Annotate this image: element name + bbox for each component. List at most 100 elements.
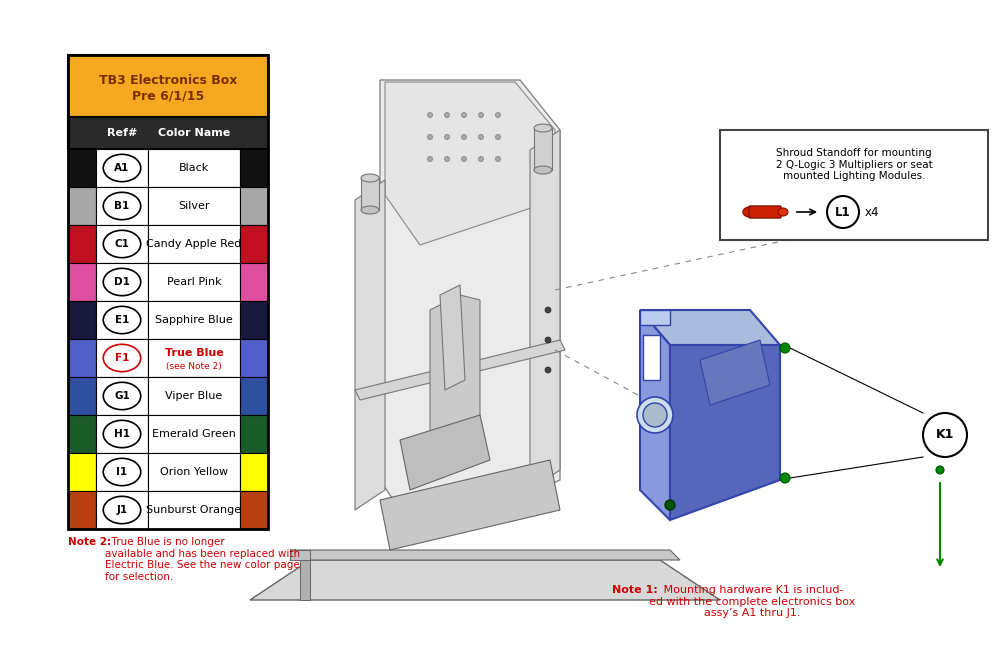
Text: Emerald Green: Emerald Green: [152, 429, 236, 439]
Text: Black: Black: [179, 163, 209, 173]
Ellipse shape: [778, 208, 788, 216]
Circle shape: [923, 413, 967, 457]
Text: Viper Blue: Viper Blue: [165, 391, 223, 401]
FancyBboxPatch shape: [68, 339, 96, 377]
Circle shape: [462, 135, 466, 139]
Text: Note 2:: Note 2:: [68, 537, 111, 547]
Ellipse shape: [103, 382, 141, 410]
FancyBboxPatch shape: [148, 339, 240, 377]
Circle shape: [444, 157, 450, 161]
Ellipse shape: [103, 192, 141, 219]
Ellipse shape: [361, 174, 379, 182]
Text: J1: J1: [116, 505, 128, 515]
Ellipse shape: [534, 124, 552, 132]
FancyBboxPatch shape: [96, 301, 148, 339]
Text: TB3 Electronics Box: TB3 Electronics Box: [99, 73, 237, 87]
FancyBboxPatch shape: [68, 301, 96, 339]
FancyBboxPatch shape: [240, 491, 268, 529]
Polygon shape: [430, 295, 480, 445]
Circle shape: [462, 113, 466, 117]
Polygon shape: [530, 130, 560, 490]
Circle shape: [780, 473, 790, 483]
Circle shape: [428, 135, 432, 139]
Text: Ref#: Ref#: [107, 128, 137, 138]
FancyBboxPatch shape: [240, 149, 268, 187]
FancyBboxPatch shape: [96, 263, 148, 301]
Circle shape: [637, 397, 673, 433]
FancyBboxPatch shape: [720, 130, 988, 240]
FancyBboxPatch shape: [240, 187, 268, 225]
FancyBboxPatch shape: [240, 301, 268, 339]
Polygon shape: [385, 82, 555, 245]
FancyBboxPatch shape: [240, 339, 268, 377]
Ellipse shape: [103, 230, 141, 257]
FancyBboxPatch shape: [240, 377, 268, 415]
Text: Orion Yellow: Orion Yellow: [160, 467, 228, 477]
Circle shape: [643, 403, 667, 427]
Text: I1: I1: [116, 467, 128, 477]
Circle shape: [545, 337, 551, 343]
Circle shape: [780, 343, 790, 353]
Text: Candy Apple Red: Candy Apple Red: [146, 239, 242, 249]
Text: Pearl Pink: Pearl Pink: [167, 277, 221, 287]
Polygon shape: [290, 550, 680, 560]
Polygon shape: [290, 550, 310, 560]
Text: Shroud Standoff for mounting
2 Q-Logic 3 Multipliers or seat
mounted Lighting Mo: Shroud Standoff for mounting 2 Q-Logic 3…: [776, 148, 932, 181]
FancyBboxPatch shape: [68, 187, 96, 225]
Circle shape: [428, 157, 432, 161]
Ellipse shape: [361, 206, 379, 214]
Circle shape: [545, 367, 551, 373]
FancyBboxPatch shape: [68, 117, 268, 149]
Circle shape: [936, 466, 944, 474]
Ellipse shape: [534, 166, 552, 174]
FancyBboxPatch shape: [96, 149, 148, 187]
Circle shape: [444, 135, 450, 139]
FancyBboxPatch shape: [148, 225, 240, 263]
Polygon shape: [250, 560, 720, 600]
Polygon shape: [355, 180, 385, 510]
Ellipse shape: [103, 268, 141, 295]
FancyBboxPatch shape: [68, 377, 96, 415]
FancyBboxPatch shape: [96, 415, 148, 453]
Circle shape: [479, 157, 484, 161]
Text: D1: D1: [114, 277, 130, 287]
Text: x4: x4: [865, 205, 880, 219]
FancyBboxPatch shape: [96, 339, 148, 377]
FancyBboxPatch shape: [68, 415, 96, 453]
Text: Sapphire Blue: Sapphire Blue: [155, 315, 233, 325]
Polygon shape: [643, 335, 660, 380]
Circle shape: [428, 113, 432, 117]
FancyBboxPatch shape: [240, 415, 268, 453]
Text: Color Name: Color Name: [158, 128, 230, 138]
Circle shape: [496, 113, 501, 117]
Polygon shape: [670, 345, 780, 520]
Circle shape: [665, 500, 675, 510]
Circle shape: [462, 157, 466, 161]
Polygon shape: [400, 415, 490, 490]
Text: Note 1:: Note 1:: [612, 585, 658, 595]
Circle shape: [545, 307, 551, 313]
Text: True Blue: True Blue: [165, 348, 223, 358]
Polygon shape: [440, 285, 465, 390]
Ellipse shape: [103, 306, 141, 334]
Text: Sunburst Orange: Sunburst Orange: [146, 505, 242, 515]
FancyBboxPatch shape: [68, 225, 96, 263]
Ellipse shape: [743, 207, 757, 217]
Text: E1: E1: [115, 315, 129, 325]
FancyBboxPatch shape: [148, 263, 240, 301]
FancyBboxPatch shape: [96, 225, 148, 263]
FancyBboxPatch shape: [68, 149, 96, 187]
Ellipse shape: [103, 496, 141, 524]
Ellipse shape: [103, 420, 141, 448]
FancyBboxPatch shape: [749, 206, 781, 218]
FancyBboxPatch shape: [68, 55, 268, 117]
Polygon shape: [640, 310, 670, 325]
FancyBboxPatch shape: [148, 149, 240, 187]
Text: K1: K1: [936, 428, 954, 442]
FancyBboxPatch shape: [240, 225, 268, 263]
Text: Silver: Silver: [178, 201, 210, 211]
Text: F1: F1: [115, 353, 129, 363]
FancyBboxPatch shape: [96, 187, 148, 225]
Text: B1: B1: [114, 201, 130, 211]
Text: L1: L1: [835, 205, 851, 219]
